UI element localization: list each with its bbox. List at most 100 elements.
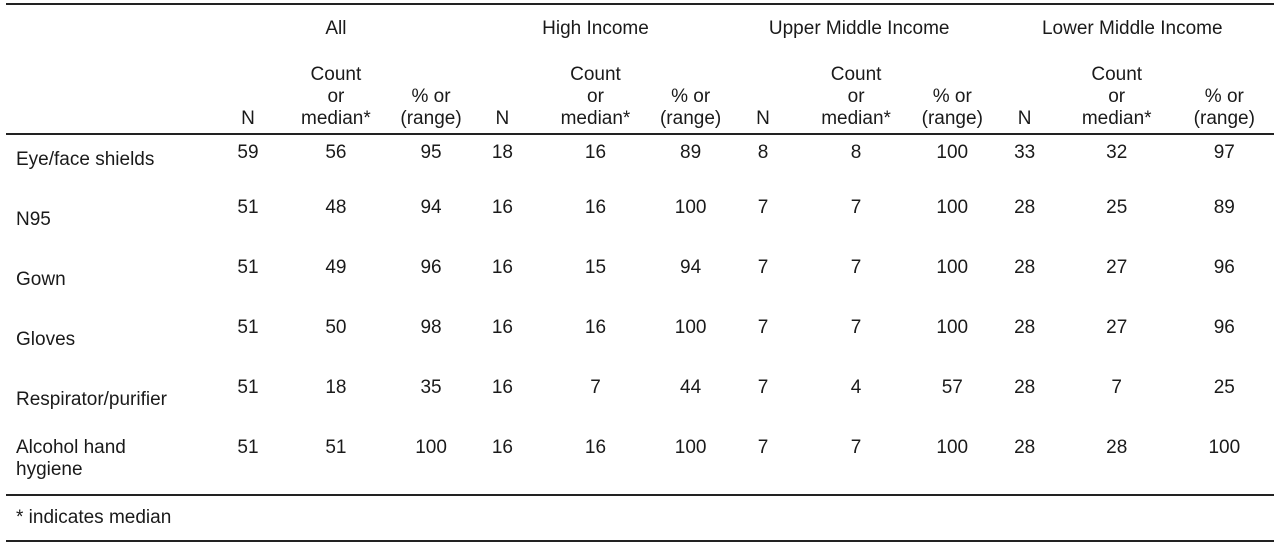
table-cell: 57 xyxy=(941,377,963,398)
table-row: Alcohol hand hygiene 51 51 100 16 16 100 7 7 100 28… xyxy=(6,437,1274,495)
col-header-count-line: Count xyxy=(310,64,362,85)
table-cell: 7 xyxy=(757,317,769,338)
col-header-n: N xyxy=(990,46,1059,135)
table-cell: 100 xyxy=(936,257,969,278)
table-row: N95 51 48 94 16 16 100 7 7 100 28 25 89 xyxy=(6,197,1274,257)
col-header-pct-line: % or xyxy=(411,86,451,107)
col-header-count: Count or median* xyxy=(537,46,654,135)
col-header-count-line: or xyxy=(1108,86,1126,107)
table-cell: 96 xyxy=(1213,317,1235,338)
table-cell: 16 xyxy=(491,377,513,398)
table-row: Eye/face shields 59 56 95 18 16 89 8 8 100 33 32 97 xyxy=(6,134,1274,197)
table-cell: 100 xyxy=(415,437,447,458)
col-header-pct: % or (range) xyxy=(394,46,468,135)
table-cell: 8 xyxy=(850,142,862,163)
group-spacer xyxy=(653,3,728,46)
col-header-count-line: Count xyxy=(570,64,621,85)
table-cell: 32 xyxy=(1106,142,1128,163)
table-row: Respirator/purifier 51 18 35 16 7 44 7 4 57 28 7 25 xyxy=(6,377,1274,437)
col-header-count-line: median* xyxy=(560,108,631,129)
page: All High Income Upper Middle Income Lowe… xyxy=(6,3,1274,542)
col-header-count-line: Count xyxy=(1091,64,1143,85)
col-header-count-line: or xyxy=(847,86,865,107)
group-header-all: All xyxy=(276,3,395,46)
group-header-lower-middle-income: Lower Middle Income xyxy=(990,3,1274,46)
table-cell: 15 xyxy=(584,257,607,278)
row-label: Alcohol hand hygiene xyxy=(6,437,219,495)
table-cell: 7 xyxy=(757,197,769,218)
table-cell: 44 xyxy=(680,377,702,398)
table-cell: 8 xyxy=(757,142,769,163)
table-cell: 51 xyxy=(325,437,347,458)
table-cell: 7 xyxy=(850,197,862,218)
table-cell: 35 xyxy=(420,377,442,398)
row-label: N95 xyxy=(16,209,51,230)
col-header-pct-line: (range) xyxy=(659,108,722,129)
table-cell: 16 xyxy=(584,317,607,338)
table-cell: 94 xyxy=(680,257,702,278)
table-cell: 16 xyxy=(584,197,607,218)
col-header-count-line: or xyxy=(327,86,345,107)
table-cell: 95 xyxy=(420,142,442,163)
table-cell: 7 xyxy=(757,437,769,458)
row-label-line: Alcohol hand xyxy=(16,437,126,458)
table-cell: 100 xyxy=(674,197,707,218)
col-header-count-line: median* xyxy=(1081,108,1152,129)
table-body: Eye/face shields 59 56 95 18 16 8 9 8 8 100 33 32 97 N… xyxy=(6,134,1274,495)
table-cell: 100 xyxy=(936,142,969,163)
table-cell: 28 xyxy=(1014,317,1036,338)
group-spacer xyxy=(467,3,538,46)
col-header-pct-line: % or xyxy=(932,86,972,107)
table-cell: 7 xyxy=(757,377,769,398)
table-cell: 7 xyxy=(1111,377,1122,398)
group-spacer xyxy=(219,3,277,46)
col-header-count-line: Count xyxy=(830,64,882,85)
table-cell: 27 xyxy=(1106,257,1128,278)
table-cell: 28 xyxy=(1014,257,1036,278)
row-label-line: hygiene xyxy=(16,459,83,480)
col-header-n: N xyxy=(727,46,799,135)
row-label: Gloves xyxy=(16,329,76,350)
table-cell: 51 xyxy=(237,257,259,278)
table-cell: 50 xyxy=(325,317,347,338)
table-cell: 4 xyxy=(850,377,862,398)
table-cell: 98 xyxy=(420,317,442,338)
table-cell: 18 xyxy=(491,142,513,163)
col-header-count: Count or median* xyxy=(276,46,395,135)
table-cell: 33 xyxy=(1014,142,1036,163)
table-cell: 56 xyxy=(325,142,347,163)
table-cell: 16 xyxy=(584,142,607,163)
table-cell: 100 xyxy=(1208,437,1241,458)
col-header-count: Count or median* xyxy=(798,46,914,135)
table-row: Gloves 51 50 98 16 16 100 7 7 100 28 27 96 xyxy=(6,317,1274,377)
col-header-pct-line: (range) xyxy=(1193,108,1255,129)
table-cell: 7 xyxy=(590,377,601,398)
corner-cell xyxy=(6,3,220,46)
table-cell: 96 xyxy=(420,257,442,278)
table-cell: 49 xyxy=(325,257,347,278)
table-cell: 48 xyxy=(325,197,347,218)
table-cell: 7 xyxy=(850,317,862,338)
table-cell: 7 xyxy=(850,257,862,278)
table-cell: 16 xyxy=(491,197,513,218)
table-cell: 27 xyxy=(1106,317,1128,338)
ppe-table: All High Income Upper Middle Income Lowe… xyxy=(6,3,1274,542)
row-label: Eye/face shields xyxy=(16,149,155,170)
footnote: * indicates median xyxy=(6,494,1274,542)
group-spacer xyxy=(394,3,468,46)
row-label: Respirator/purifier xyxy=(16,389,167,410)
column-header-row: N Count or median* % or (range) N Count or me… xyxy=(6,46,1274,135)
table-cell: 97 xyxy=(1213,142,1235,163)
row-label-header xyxy=(6,46,220,135)
col-header-pct-line: % or xyxy=(1204,86,1244,107)
table-cell: 100 xyxy=(674,437,707,458)
table-cell: 16 xyxy=(491,257,513,278)
table-cell: 59 xyxy=(237,142,259,163)
table-cell: 7 xyxy=(757,257,769,278)
table-cell: 51 xyxy=(237,437,259,458)
table-cell: 100 xyxy=(936,197,969,218)
footnote-row: * indicates median xyxy=(6,494,1274,542)
table-cell: 28 xyxy=(1106,437,1128,458)
table-cell: 25 xyxy=(1213,377,1235,398)
table-cell: 16 xyxy=(491,437,513,458)
